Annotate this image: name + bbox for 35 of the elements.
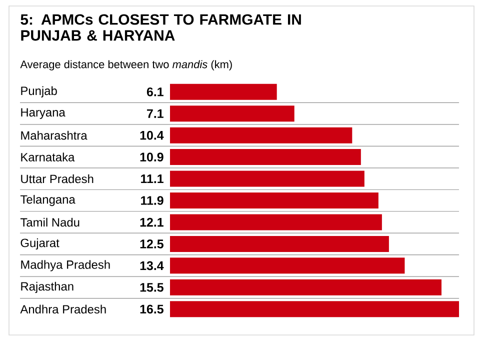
y-tick-label: Uttar Pradesh [21, 174, 94, 184]
y-tick-label: Gujarat [20, 238, 60, 250]
bar [170, 214, 382, 230]
data-label: 13.4 [140, 261, 164, 270]
data-label: 11.9 [141, 196, 164, 205]
bar [170, 258, 405, 274]
data-label: 6.1 [146, 87, 164, 96]
bar [170, 236, 389, 252]
bar [170, 127, 352, 144]
chart-subtitle: Average distance between two mandis (km) [20, 60, 232, 70]
y-tick-label: Madhya Pradesh [21, 260, 110, 272]
bar [170, 192, 378, 208]
y-tick-label: Andhra Pradesh [20, 304, 106, 314]
y-tick-label: Rajasthan [21, 282, 74, 293]
data-label: 16.5 [140, 304, 164, 314]
data-label: 12.1 [140, 218, 164, 227]
data-label: 10.9 [140, 152, 164, 162]
y-tick-label: Telangana [20, 194, 76, 206]
bar [170, 301, 460, 318]
bar [170, 170, 364, 187]
bar [170, 279, 442, 296]
data-label: 10.4 [140, 130, 164, 140]
y-tick-label: Punjab [21, 86, 57, 98]
data-label: 12.5 [140, 240, 164, 248]
y-tick-label: Haryana [21, 108, 66, 119]
y-tick-label: Maharashtra [21, 130, 88, 140]
bar [170, 84, 277, 100]
bar [170, 106, 294, 122]
bar [170, 149, 361, 166]
chart-title: 5: APMCs CLOSEST TO FARMGATE IN PUNJAB & HARYANA [20, 14, 301, 41]
data-label: 11.1 [141, 174, 164, 184]
y-tick-label: Tamil Nadu [20, 218, 80, 227]
data-label: 15.5 [140, 283, 164, 292]
y-tick-label: Karnataka [21, 152, 75, 162]
data-label: 7.1 [147, 109, 164, 118]
